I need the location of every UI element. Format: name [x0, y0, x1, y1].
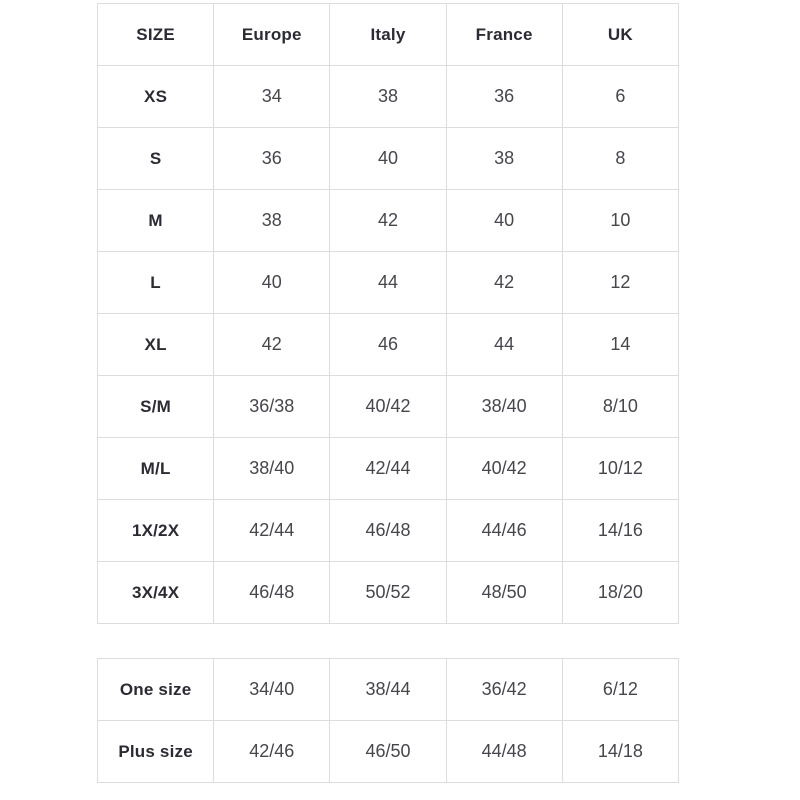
size-value-cell: 46/48	[329, 499, 447, 562]
size-value-cell: 40/42	[445, 437, 563, 500]
size-value-cell: 46/50	[329, 720, 447, 783]
size-value-cell: 14/18	[561, 720, 680, 783]
size-value-cell: 44/48	[445, 720, 563, 783]
size-value-cell: 40	[213, 251, 331, 314]
size-value-cell: 36	[213, 127, 331, 190]
size-value-cell: 42/44	[329, 437, 447, 500]
size-value-cell: 46/48	[213, 561, 331, 624]
table-row: 1X/2X 42/44 46/48 44/46 14/16	[96, 499, 680, 562]
size-label-cell: M	[96, 189, 215, 252]
size-value-cell: 8/10	[561, 375, 680, 438]
size-label-cell: L	[96, 251, 215, 314]
size-label-cell: 3X/4X	[96, 561, 215, 624]
size-value-cell: 36	[445, 65, 563, 128]
header-cell: Italy	[329, 3, 447, 66]
special-size-table: One size 34/40 38/44 36/42 6/12 Plus size 42/4…	[96, 658, 680, 783]
size-value-cell: 48/50	[445, 561, 563, 624]
size-value-cell: 40	[329, 127, 447, 190]
size-value-cell: 6	[561, 65, 680, 128]
size-value-cell: 8	[561, 127, 680, 190]
main-size-table-body: XS 34 38 36 6 S 36 40 38 8 M 38 42 40 10 L 40 44 42 12 XL 42 4…	[96, 65, 680, 624]
size-value-cell: 10	[561, 189, 680, 252]
size-value-cell: 38	[329, 65, 447, 128]
size-value-cell: 38	[445, 127, 563, 190]
table-row: XS 34 38 36 6	[96, 65, 680, 128]
size-value-cell: 6/12	[561, 658, 680, 721]
size-label-cell: XL	[96, 313, 215, 376]
size-value-cell: 40	[445, 189, 563, 252]
table-row: M/L 38/40 42/44 40/42 10/12	[96, 437, 680, 500]
size-value-cell: 10/12	[561, 437, 680, 500]
header-cell: UK	[561, 3, 680, 66]
size-value-cell: 44/46	[445, 499, 563, 562]
size-value-cell: 36/42	[445, 658, 563, 721]
header-row: SIZE Europe Italy France UK	[96, 3, 680, 66]
header-cell: France	[445, 3, 563, 66]
size-value-cell: 34	[213, 65, 331, 128]
size-label-cell: One size	[96, 658, 215, 721]
table-row: S/M 36/38 40/42 38/40 8/10	[96, 375, 680, 438]
size-value-cell: 40/42	[329, 375, 447, 438]
size-value-cell: 42/46	[213, 720, 331, 783]
size-value-cell: 14/16	[561, 499, 680, 562]
size-value-cell: 42	[213, 313, 331, 376]
size-value-cell: 36/38	[213, 375, 331, 438]
size-value-cell: 12	[561, 251, 680, 314]
size-value-cell: 38/40	[445, 375, 563, 438]
size-value-cell: 38/44	[329, 658, 447, 721]
main-size-table-header: SIZE Europe Italy France UK	[96, 3, 680, 66]
table-row: M 38 42 40 10	[96, 189, 680, 252]
table-row: S 36 40 38 8	[96, 127, 680, 190]
size-value-cell: 34/40	[213, 658, 331, 721]
size-label-cell: XS	[96, 65, 215, 128]
size-value-cell: 46	[329, 313, 447, 376]
size-value-cell: 38	[213, 189, 331, 252]
size-value-cell: 18/20	[561, 561, 680, 624]
table-row: XL 42 46 44 14	[96, 313, 680, 376]
header-cell: SIZE	[96, 3, 215, 66]
size-label-cell: 1X/2X	[96, 499, 215, 562]
table-row: One size 34/40 38/44 36/42 6/12	[96, 658, 680, 721]
size-value-cell: 44	[445, 313, 563, 376]
table-row: L 40 44 42 12	[96, 251, 680, 314]
size-value-cell: 42	[329, 189, 447, 252]
main-size-table: SIZE Europe Italy France UK XS 34 38 36 6 S 36 40 38…	[96, 3, 680, 624]
table-row: 3X/4X 46/48 50/52 48/50 18/20	[96, 561, 680, 624]
size-value-cell: 44	[329, 251, 447, 314]
table-row: Plus size 42/46 46/50 44/48 14/18	[96, 720, 680, 783]
special-size-table-body: One size 34/40 38/44 36/42 6/12 Plus size 42/4…	[96, 658, 680, 783]
size-label-cell: S/M	[96, 375, 215, 438]
size-value-cell: 38/40	[213, 437, 331, 500]
size-value-cell: 50/52	[329, 561, 447, 624]
size-label-cell: S	[96, 127, 215, 190]
size-value-cell: 14	[561, 313, 680, 376]
size-label-cell: M/L	[96, 437, 215, 500]
header-cell: Europe	[213, 3, 331, 66]
size-value-cell: 42/44	[213, 499, 331, 562]
size-value-cell: 42	[445, 251, 563, 314]
size-label-cell: Plus size	[96, 720, 215, 783]
